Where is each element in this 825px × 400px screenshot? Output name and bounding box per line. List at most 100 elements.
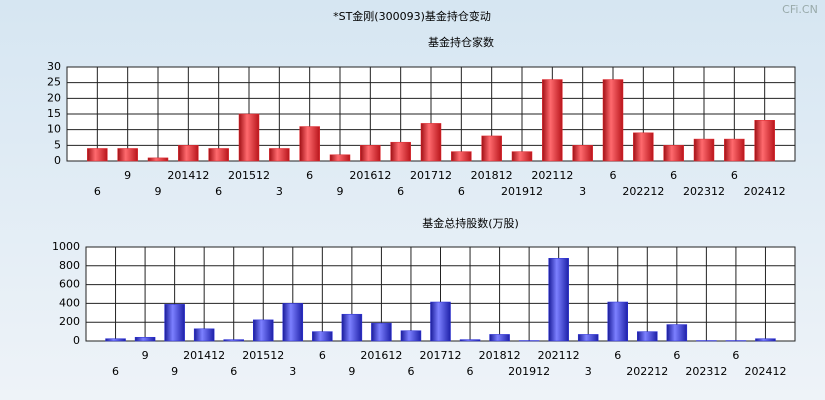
- bar: [329, 154, 351, 162]
- bar: [724, 138, 745, 162]
- x-tick-label: 6: [670, 169, 677, 182]
- bar: [663, 145, 684, 162]
- bar: [481, 135, 502, 162]
- x-tick-label: 201712: [410, 169, 452, 182]
- bar: [633, 132, 654, 162]
- x-tick-label: 201512: [242, 349, 284, 362]
- bar: [238, 113, 260, 162]
- bar: [577, 334, 599, 342]
- bar: [542, 79, 563, 162]
- bar: [693, 138, 715, 162]
- watermark: CFi.CN: [782, 3, 818, 16]
- y-tick-label: 5: [54, 138, 61, 151]
- x-tick-label: 201612: [360, 349, 402, 362]
- bar: [312, 331, 333, 342]
- x-tick-label: 202212: [626, 365, 668, 378]
- x-tick-label: 202112: [538, 349, 580, 362]
- page-title: *ST金刚(300093)基金持仓变动: [333, 9, 491, 23]
- x-tick-label: 6: [319, 349, 326, 362]
- bar: [420, 123, 442, 162]
- bar: [390, 141, 411, 162]
- bar: [105, 338, 126, 342]
- x-tick-label: 3: [579, 185, 586, 198]
- x-tick-label: 202212: [622, 185, 664, 198]
- y-tick-label: 200: [59, 315, 80, 328]
- y-tick-label: 0: [73, 334, 80, 347]
- bar: [548, 258, 569, 342]
- bar: [282, 303, 304, 342]
- bar: [607, 301, 628, 342]
- x-tick-label: 9: [171, 365, 178, 378]
- bar: [400, 330, 422, 342]
- x-tick-label: 3: [585, 365, 592, 378]
- bar: [117, 148, 138, 162]
- x-tick-label: 202412: [744, 185, 786, 198]
- x-tick-label: 201812: [471, 169, 513, 182]
- bar: [459, 339, 481, 342]
- x-tick-label: 202112: [531, 169, 573, 182]
- x-tick-label: 3: [289, 365, 296, 378]
- bar: [134, 336, 156, 342]
- x-tick-label: 6: [614, 349, 621, 362]
- x-tick-label: 9: [124, 169, 131, 182]
- bar: [193, 328, 215, 342]
- x-tick-label: 9: [142, 349, 149, 362]
- bar: [223, 339, 244, 342]
- bar: [755, 338, 776, 342]
- x-tick-label: 201612: [349, 169, 391, 182]
- y-tick-label: 0: [54, 154, 61, 167]
- x-tick-label: 6: [467, 365, 474, 378]
- x-tick-label: 6: [731, 169, 738, 182]
- y-tick-label: 800: [59, 259, 80, 272]
- y-tick-label: 400: [59, 296, 80, 309]
- bar: [341, 313, 363, 342]
- bar: [178, 145, 199, 162]
- x-tick-label: 202412: [744, 365, 786, 378]
- x-tick-label: 6: [407, 365, 414, 378]
- chart-subtitle: 基金持仓家数: [428, 35, 494, 49]
- y-tick-label: 30: [47, 60, 61, 73]
- x-tick-label: 201912: [501, 185, 543, 198]
- bar: [666, 324, 688, 342]
- y-tick-label: 600: [59, 278, 80, 291]
- bar: [164, 304, 185, 342]
- bar: [637, 331, 658, 342]
- bar: [253, 319, 274, 342]
- chart-subtitle: 基金总持股数(万股): [422, 216, 519, 230]
- x-tick-label: 6: [306, 169, 313, 182]
- bar: [360, 145, 381, 162]
- x-tick-label: 201512: [228, 169, 270, 182]
- x-tick-label: 6: [215, 185, 222, 198]
- x-tick-label: 9: [155, 185, 162, 198]
- x-tick-label: 202312: [685, 365, 727, 378]
- x-tick-label: 6: [458, 185, 465, 198]
- x-tick-label: 201412: [167, 169, 209, 182]
- y-tick-label: 15: [47, 107, 61, 120]
- bar: [299, 126, 320, 162]
- x-tick-label: 6: [112, 365, 119, 378]
- x-tick-label: 6: [610, 169, 617, 182]
- bar: [87, 148, 108, 162]
- bar: [572, 145, 593, 162]
- x-tick-label: 9: [337, 185, 344, 198]
- bar: [451, 151, 472, 162]
- y-tick-label: 25: [47, 76, 61, 89]
- bar: [269, 148, 290, 162]
- bar: [147, 157, 169, 162]
- x-tick-label: 6: [397, 185, 404, 198]
- x-tick-label: 6: [673, 349, 680, 362]
- y-tick-label: 1000: [52, 240, 80, 253]
- bar: [754, 120, 775, 162]
- bar: [430, 301, 451, 342]
- x-tick-label: 6: [732, 349, 739, 362]
- bar: [511, 151, 533, 162]
- x-tick-label: 6: [230, 365, 237, 378]
- x-tick-label: 3: [276, 185, 283, 198]
- bar: [489, 334, 510, 342]
- bar: [371, 322, 392, 342]
- x-tick-label: 202312: [683, 185, 725, 198]
- x-tick-label: 201712: [420, 349, 462, 362]
- y-tick-label: 20: [47, 91, 61, 104]
- x-tick-label: 201412: [183, 349, 225, 362]
